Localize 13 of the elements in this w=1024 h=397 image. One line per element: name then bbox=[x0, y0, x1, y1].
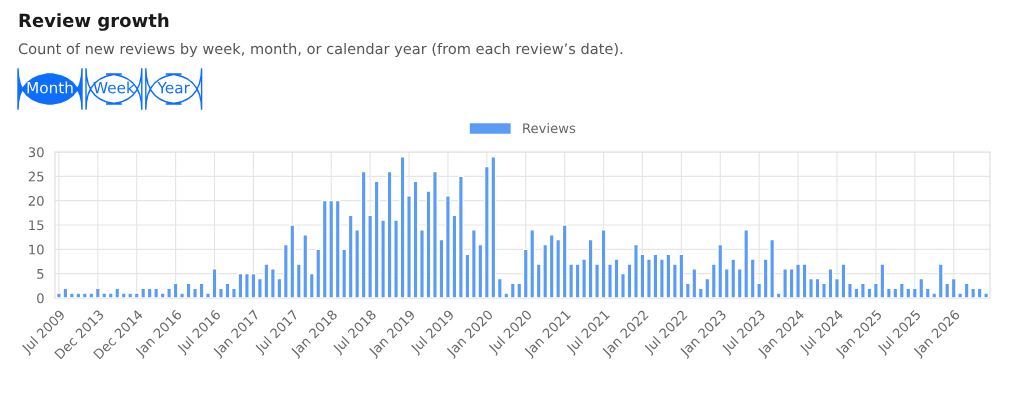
chart-subtitle: Count of new reviews by week, month, or calendar year (from each review’s date). bbox=[18, 42, 623, 58]
text: Year bbox=[157, 82, 190, 94]
y-tick-label: 20 bbox=[28, 195, 44, 206]
y-tick-label: 30 bbox=[28, 147, 44, 158]
text: Month bbox=[27, 81, 73, 94]
chart-title: Review growth bbox=[19, 13, 169, 31]
y-tick-label: 10 bbox=[29, 244, 44, 255]
y-tick-label: 15 bbox=[29, 220, 44, 231]
y-tick-label: 5 bbox=[37, 269, 44, 279]
text: Week bbox=[93, 81, 135, 94]
legend-label: Reviews bbox=[523, 122, 576, 134]
y-tick-label: 25 bbox=[28, 171, 44, 182]
y-tick-label: 0 bbox=[37, 293, 44, 304]
